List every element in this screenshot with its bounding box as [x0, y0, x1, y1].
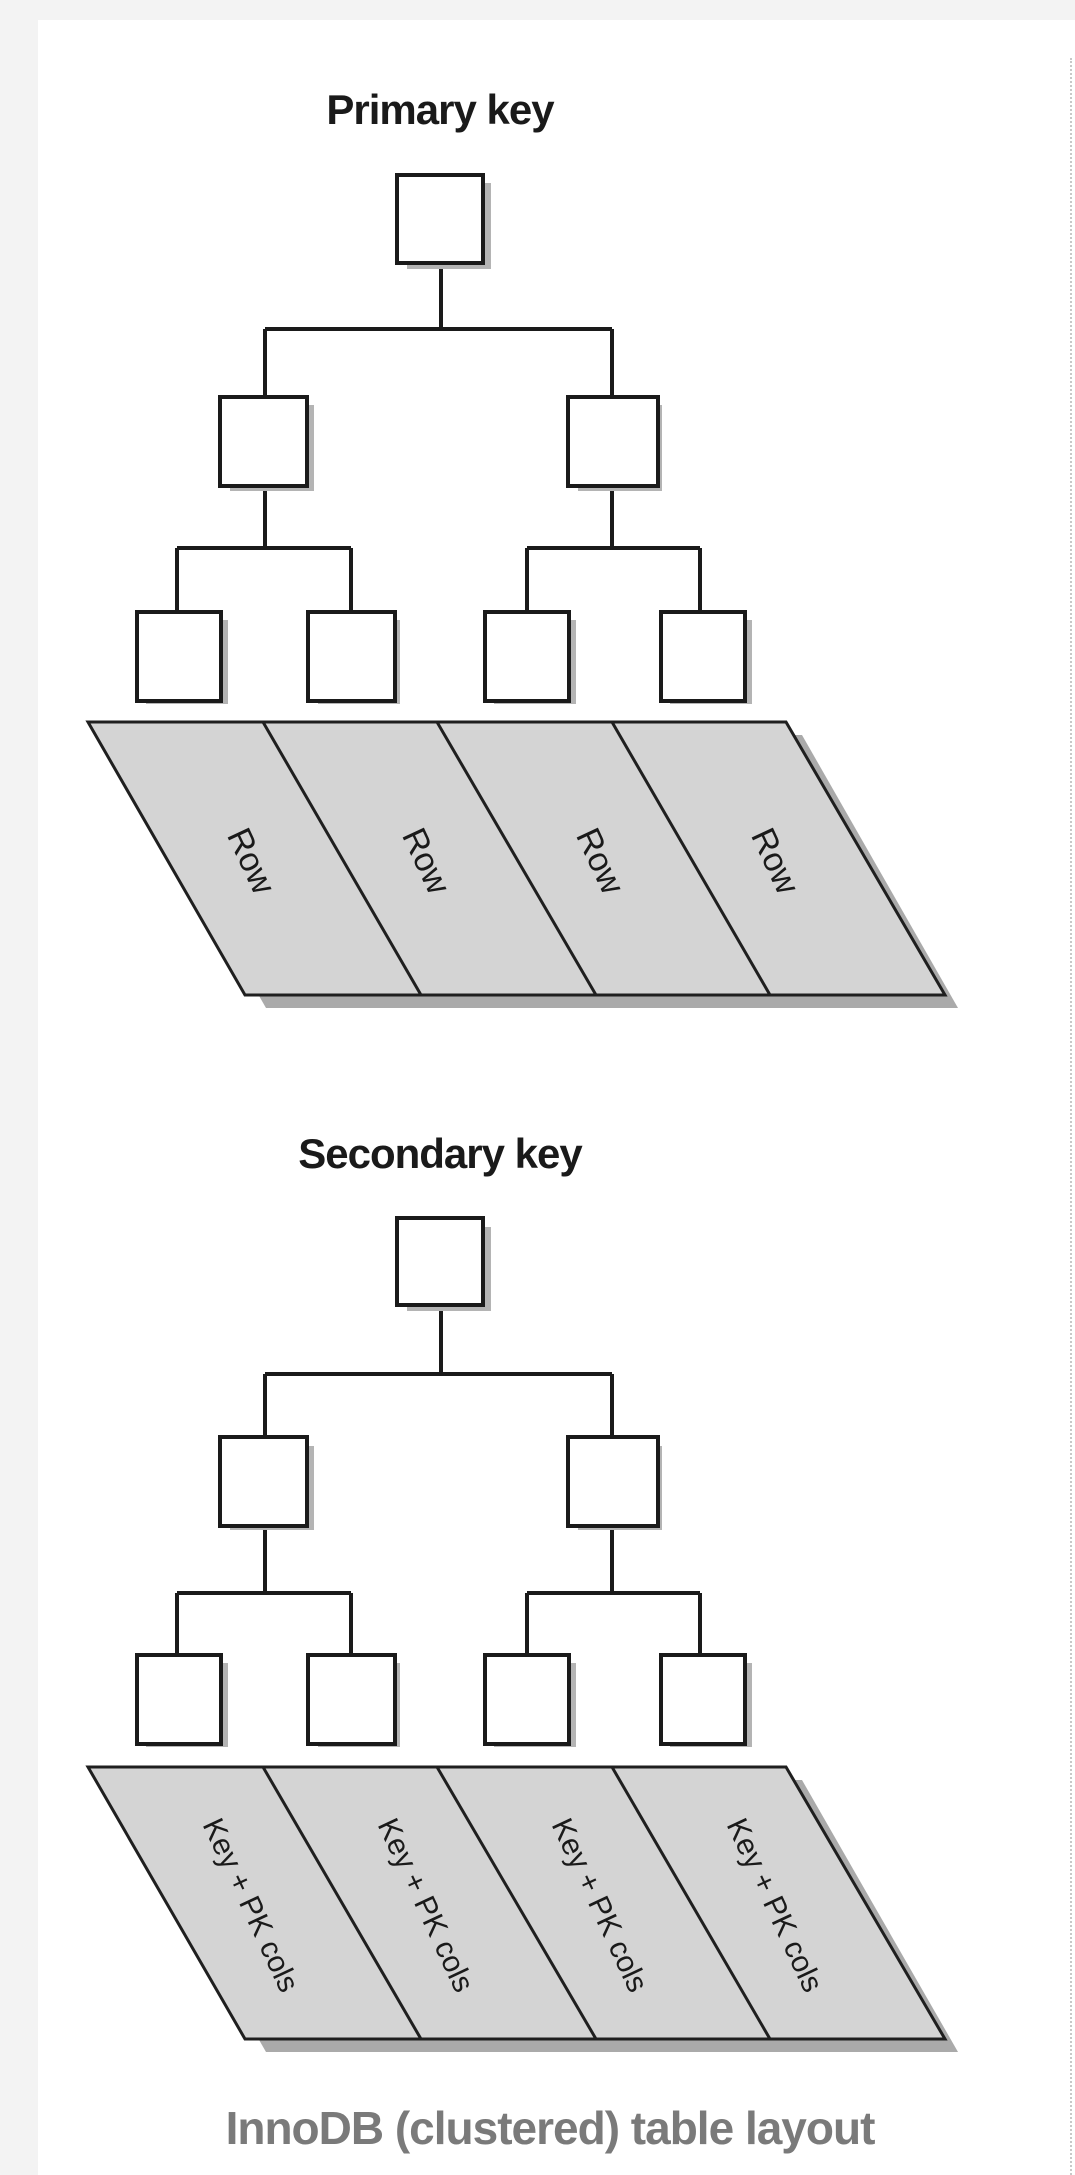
- primary-internal-node-left: [218, 395, 314, 491]
- primary-leaf-node: [306, 610, 400, 704]
- secondary-tree-connectors: [175, 1302, 702, 1655]
- secondary-internal-node-right: [566, 1435, 662, 1530]
- secondary-leaf-node: [135, 1653, 228, 1747]
- primary-row-strip: Row Row Row Row: [85, 720, 958, 1008]
- secondary-key-title: Secondary key: [298, 1130, 583, 1177]
- primary-root-node: [395, 173, 491, 269]
- primary-leaf-node: [483, 610, 576, 704]
- secondary-tree-nodes: [135, 1216, 752, 1747]
- secondary-leaf-node: [306, 1653, 400, 1747]
- primary-tree-connectors: [175, 262, 702, 612]
- secondary-key-tree: Secondary key: [85, 1130, 958, 2052]
- secondary-root-node: [395, 1216, 491, 1311]
- primary-tree-nodes: [135, 173, 752, 704]
- primary-key-tree: Primary key: [85, 86, 958, 1008]
- primary-leaf-node: [659, 610, 752, 704]
- primary-leaf-node: [135, 610, 228, 704]
- secondary-leaf-node: [659, 1653, 752, 1747]
- primary-key-title: Primary key: [326, 86, 555, 133]
- secondary-internal-node-left: [218, 1435, 314, 1530]
- figure-caption: InnoDB (clustered) table layout: [226, 2102, 876, 2154]
- secondary-row-strip: Key + PK cols Key + PK cols Key + PK col…: [85, 1765, 958, 2052]
- primary-internal-node-right: [566, 395, 662, 491]
- secondary-leaf-node: [483, 1653, 576, 1747]
- page-edge-rule: [1070, 58, 1072, 2175]
